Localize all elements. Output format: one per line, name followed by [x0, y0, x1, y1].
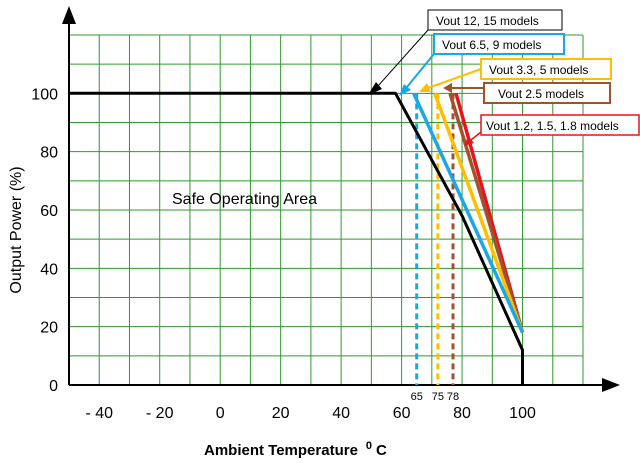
x-tick-label: 60: [393, 405, 411, 422]
svg-text:Vout 2.5 models: Vout 2.5 models: [498, 87, 584, 101]
legend-item-vout-12-15: Vout 12, 15 models: [368, 9, 563, 95]
legend: Vout 12, 15 models Vout 6.5, 9 models Vo…: [368, 9, 640, 146]
series-line: [69, 91, 524, 385]
x-axis-label: Ambient Temperature 0 C: [204, 440, 387, 459]
y-tick-label: 60: [40, 203, 58, 220]
svg-text:Vout 3.3, 5 models: Vout 3.3, 5 models: [489, 63, 588, 77]
x-tick-label: - 20: [146, 405, 174, 422]
svg-text:Vout 1.2, 1.5, 1.8 models: Vout 1.2, 1.5, 1.8 models: [486, 119, 619, 133]
x-tick-label: 40: [332, 405, 350, 422]
series-line: [412, 92, 525, 334]
markers: 65 75 78: [411, 93, 459, 403]
y-tick-label: 0: [49, 378, 58, 395]
x-axis-arrow: [602, 378, 620, 392]
legend-item-vout-1-2-1-5-1-8: Vout 1.2, 1.5, 1.8 models: [464, 114, 640, 146]
ticks: - 40 - 20 0 20 40 60 80 100 0 20 40 60 80 100: [31, 86, 536, 422]
axes: [62, 6, 620, 392]
temperature-marker-label: 65: [411, 391, 423, 403]
svg-text:Vout 6.5, 9 models: Vout 6.5, 9 models: [442, 38, 541, 52]
x-tick-label: 100: [509, 405, 536, 422]
y-axis-arrow: [62, 6, 76, 24]
y-tick-label: 40: [40, 261, 58, 278]
y-axis-label: Output Power (%): [8, 166, 25, 293]
y-tick-label: 80: [40, 145, 58, 162]
legend-item-vout-6-5-9: Vout 6.5, 9 models: [399, 33, 565, 96]
legend-item-vout-3-3-5: Vout 3.3, 5 models: [419, 58, 612, 92]
y-tick-label: 100: [31, 86, 58, 103]
series-line: [448, 92, 525, 334]
series-line: [433, 92, 525, 334]
temperature-marker-label: 75: [432, 391, 444, 403]
y-tick-label: 20: [40, 320, 58, 337]
series: [69, 91, 525, 385]
x-tick-label: 20: [272, 405, 290, 422]
legend-item-vout-2-5: Vout 2.5 models: [443, 82, 611, 104]
safe-area-label: Safe Operating Area: [172, 191, 317, 208]
x-tick-label: 80: [453, 405, 471, 422]
x-tick-label: 0: [216, 405, 225, 422]
x-tick-label: - 40: [85, 405, 113, 422]
svg-text:Vout 12, 15 models: Vout 12, 15 models: [436, 14, 539, 28]
temperature-marker-label: 78: [447, 391, 459, 403]
